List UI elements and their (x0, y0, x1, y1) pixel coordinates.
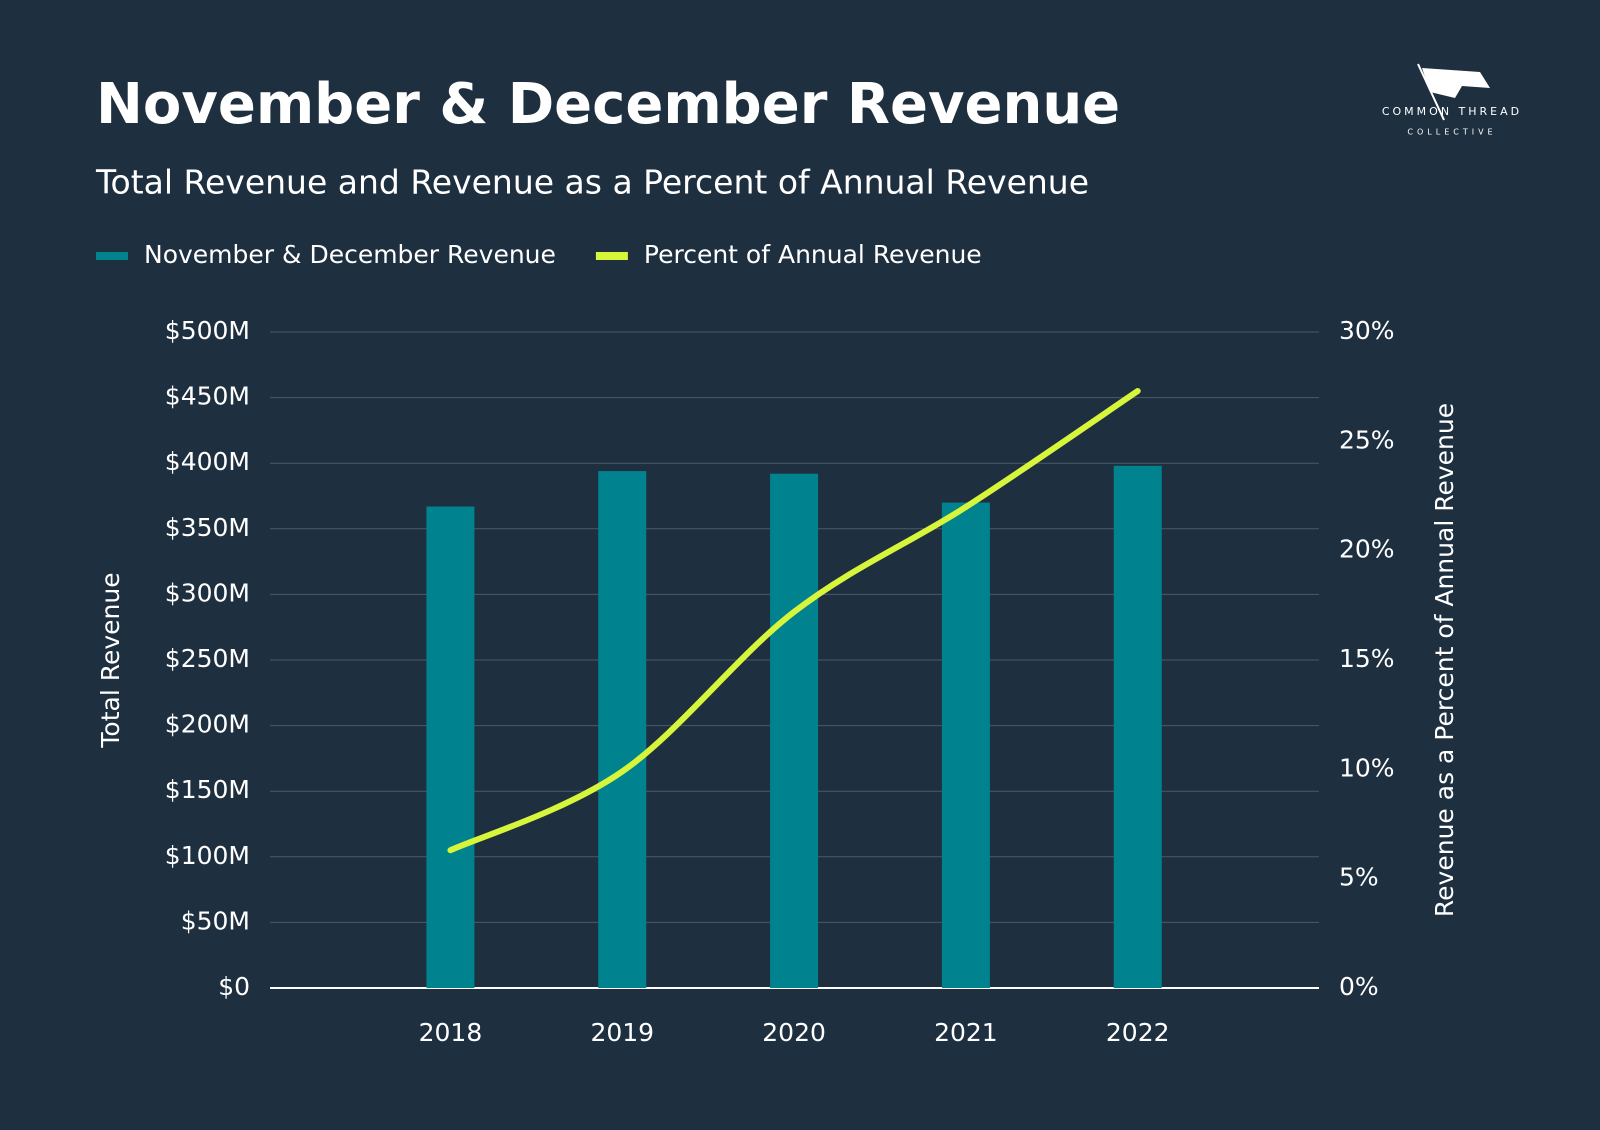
y2-tick-label: 10% (1339, 753, 1395, 782)
y-tick-label: $50M (181, 906, 250, 935)
bar (941, 502, 990, 988)
x-tick-label: 2020 (762, 1018, 826, 1047)
legend-label: November & December Revenue (144, 240, 556, 269)
logo-flag (1422, 68, 1490, 98)
bar (1113, 465, 1162, 989)
y-tick-label: $400M (165, 447, 250, 476)
y-tick-label: $0 (218, 972, 250, 1001)
y-tick-label: $200M (165, 710, 250, 739)
y-tick-label: $250M (165, 644, 250, 673)
y2-tick-label: 0% (1339, 972, 1379, 1001)
logo-text: COMMON THREAD (1382, 105, 1522, 118)
legend-swatch (595, 252, 628, 260)
y2-tick-label: 25% (1339, 425, 1395, 454)
bar (426, 506, 475, 988)
bar (598, 471, 647, 988)
y2-tick-label: 15% (1339, 644, 1395, 673)
x-tick-label: 2018 (419, 1018, 483, 1047)
legend-label: Percent of Annual Revenue (644, 240, 982, 269)
y-tick-label: $300M (165, 578, 250, 607)
y-tick-label: $450M (165, 382, 250, 411)
logo-pole (1417, 63, 1445, 121)
y-tick-label: $150M (165, 775, 250, 804)
bar (770, 473, 819, 988)
logo-text: COLLECTIVE (1407, 128, 1496, 137)
line (447, 388, 1141, 854)
y-axis-title: Total Revenue (96, 572, 125, 748)
logo: COMMON THREAD COLLECTIVE (1382, 63, 1522, 137)
y2-tick-label: 5% (1339, 863, 1379, 892)
x-tick-label: 2021 (934, 1018, 998, 1047)
y-tick-label: $100M (165, 841, 250, 870)
x-tick-label: 2019 (590, 1018, 654, 1047)
y-tick-label: $350M (165, 513, 250, 542)
y2-tick-label: 30% (1339, 316, 1395, 345)
chart-title: November & December Revenue (96, 72, 1120, 137)
y-tick-label: $500M (165, 316, 250, 345)
x-tick-label: 2022 (1106, 1018, 1170, 1047)
y2-tick-label: 20% (1339, 535, 1395, 564)
legend-swatch (96, 252, 128, 260)
chart-subtitle: Total Revenue and Revenue as a Percent o… (95, 163, 1089, 202)
y2-axis-title: Revenue as a Percent of Annual Revenue (1430, 403, 1459, 917)
